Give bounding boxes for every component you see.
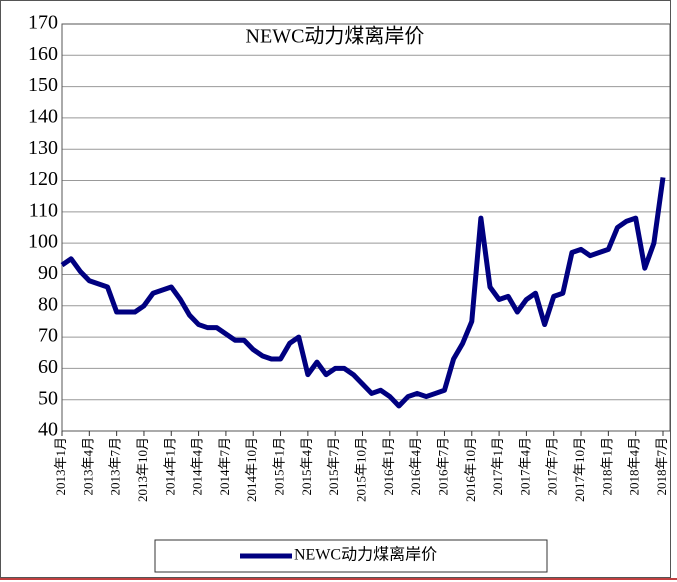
x-tick-label: 2015年1月 xyxy=(272,437,287,496)
y-tick-label: 100 xyxy=(28,231,58,253)
data-line xyxy=(60,177,666,409)
x-tick-label: 2013年7月 xyxy=(108,437,123,496)
x-tick-label: 2018年1月 xyxy=(599,437,614,496)
x-tick-label: 2014年1月 xyxy=(162,437,177,496)
chart-title: NEWC动力煤离岸价 xyxy=(246,25,425,48)
x-tick-label: 2013年10月 xyxy=(135,437,150,502)
x-tick-label: 2016年1月 xyxy=(381,437,396,496)
y-tick-label: 150 xyxy=(28,74,58,96)
y-tick-label: 90 xyxy=(38,262,58,284)
x-tick-label: 2015年4月 xyxy=(299,437,314,496)
y-tick-label: 140 xyxy=(28,106,58,128)
x-tick-label: 2016年10月 xyxy=(463,437,478,502)
x-tick-label: 2017年1月 xyxy=(490,437,505,496)
x-tick-label: 2014年7月 xyxy=(217,437,232,496)
x-tick-label: 2014年4月 xyxy=(190,437,205,496)
x-tick-label: 2013年1月 xyxy=(53,437,68,496)
y-tick-label: 110 xyxy=(29,199,58,221)
x-tick-label: 2018年4月 xyxy=(627,437,642,496)
x-tick-label: 2015年10月 xyxy=(353,437,368,502)
y-tick-label: 170 xyxy=(28,12,58,34)
y-tick-label: 160 xyxy=(28,43,58,65)
y-tick-label: 80 xyxy=(38,293,58,315)
x-tick-label: 2017年10月 xyxy=(572,437,587,502)
x-tick-label: 2017年4月 xyxy=(517,437,532,496)
x-tick-label: 2018年7月 xyxy=(654,437,669,496)
x-tick-label: 2013年4月 xyxy=(80,437,95,496)
legend-box xyxy=(154,539,548,573)
x-tick-label: 2016年7月 xyxy=(435,437,450,496)
y-tick-label: 40 xyxy=(38,419,58,441)
x-tick-label: 2014年10月 xyxy=(244,437,259,502)
x-tick-label: 2016年4月 xyxy=(408,437,423,496)
y-tick-label: 120 xyxy=(28,168,58,190)
x-tick-label: 2015年7月 xyxy=(326,437,341,496)
x-tick-label: 2017年7月 xyxy=(545,437,560,496)
legend-label: NEWC动力煤离岸价 xyxy=(294,546,437,564)
y-tick-label: 130 xyxy=(28,137,58,159)
plot-area xyxy=(61,23,671,432)
y-tick-label: 50 xyxy=(38,387,58,409)
y-tick-label: 60 xyxy=(38,356,58,378)
y-tick-label: 70 xyxy=(38,325,58,347)
